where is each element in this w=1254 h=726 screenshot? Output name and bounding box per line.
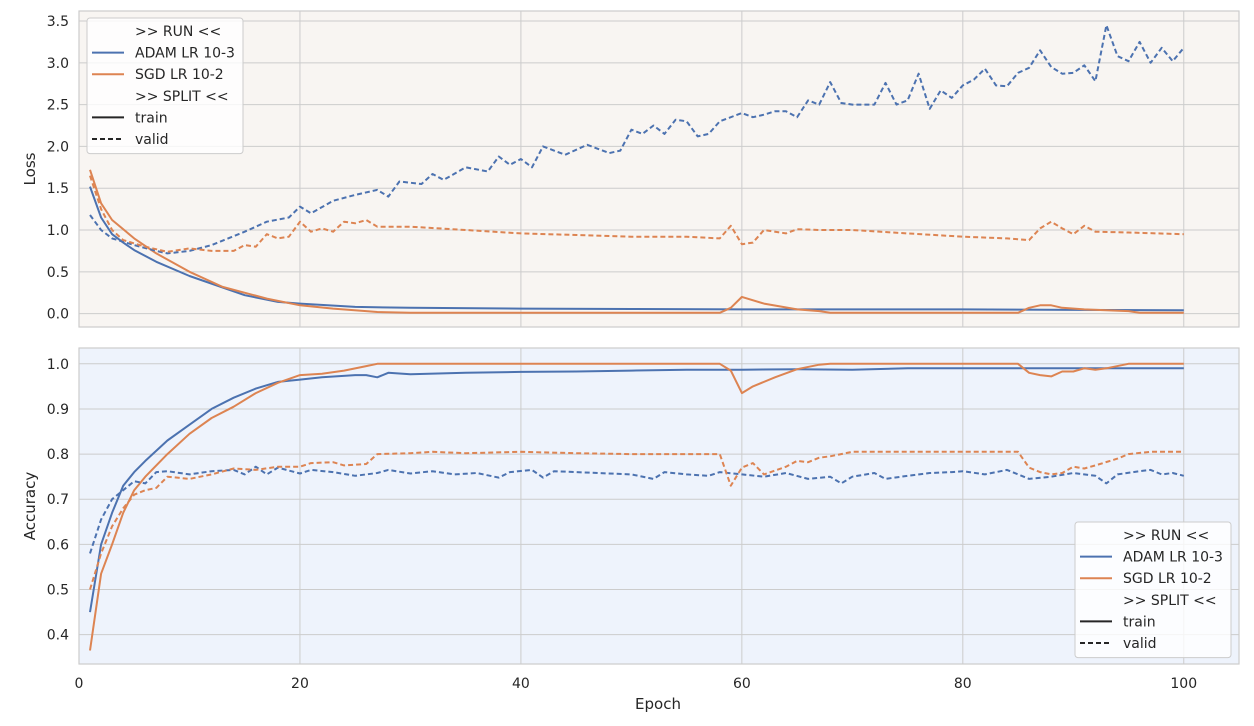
y-tick-label: 0.5: [47, 583, 69, 599]
x-tick-label: 100: [1170, 676, 1197, 692]
x-tick-label: 80: [954, 676, 972, 692]
y-tick-label: 1.5: [47, 181, 69, 197]
legend: >> RUN << ADAM LR 10-3 SGD LR 10-2 >> SPLIT…: [86, 17, 244, 155]
y-tick-label: 0.0: [47, 307, 69, 323]
y-tick-label: 2.0: [47, 139, 69, 155]
y-tick-label: 1.0: [47, 223, 69, 239]
plot-background: [79, 11, 1239, 327]
legend-label-train: train: [135, 110, 168, 126]
series-line-sgd-lr-10-2-valid: [89, 175, 1184, 253]
legend-label-sgd-lr-10-2: SGD LR 10-2: [135, 67, 224, 83]
y-axis-label: Loss: [21, 152, 39, 185]
loss-panel: 0.0 0.5 1.0 1.5 2.0 2.5 3.0 3.5 Loss >> RUN << ADA…: [21, 10, 1240, 328]
y-tick-label: 2.5: [47, 98, 69, 114]
x-tick-label: 20: [291, 676, 309, 692]
legend-box: [1074, 521, 1232, 659]
series-line-sgd-lr-10-2-train: [89, 169, 1184, 314]
y-tick-label: 0.8: [47, 447, 69, 463]
y-tick-label: 0.7: [47, 492, 69, 508]
accuracy-panel: 0.4 0.5 0.6 0.7 0.8 0.9 1.0 0 20 40 60 80 100 Accurac…: [21, 347, 1240, 713]
plot-frame: [78, 10, 1240, 328]
y-tick-label: 0.5: [47, 265, 69, 281]
legend-label-run: >> RUN <<: [1123, 528, 1209, 544]
y-tick-label: 0.6: [47, 537, 69, 553]
legend-label-split: >> SPLIT <<: [135, 89, 229, 105]
legend-label-run: >> RUN <<: [135, 24, 221, 40]
y-tick-label: 3.0: [47, 56, 69, 72]
y-tick-label: 1.0: [47, 357, 69, 373]
legend-label-train: train: [1123, 614, 1156, 630]
plot-background: [79, 348, 1239, 664]
legend-label-valid: valid: [1123, 636, 1157, 652]
legend-label-split: >> SPLIT <<: [1123, 593, 1217, 609]
plot-frame: [78, 347, 1240, 665]
x-tick-label: 60: [733, 676, 751, 692]
y-tick-label: 3.5: [47, 14, 69, 30]
legend-label-valid: valid: [135, 132, 169, 148]
y-axis-label: Accuracy: [21, 472, 39, 541]
legend-box: [86, 17, 244, 155]
series-line-sgd-lr-10-2-train: [89, 362, 1184, 651]
legend-label-adam-lr-10-3: ADAM LR 10-3: [135, 46, 235, 62]
x-tick-label: 40: [512, 676, 530, 692]
legend: >> RUN << ADAM LR 10-3 SGD LR 10-2 >> SPLIT…: [1074, 521, 1232, 659]
series-line-adam-lr-10-3-train: [89, 367, 1184, 613]
y-tick-label: 0.4: [47, 628, 69, 644]
legend-label-adam-lr-10-3: ADAM LR 10-3: [1123, 550, 1223, 566]
series-line-adam-lr-10-3-valid: [89, 24, 1185, 255]
x-axis-label: Epoch: [635, 695, 681, 713]
x-tick-label: 0: [75, 676, 84, 692]
y-tick-label: 0.9: [47, 402, 69, 418]
series-line-sgd-lr-10-2-valid: [89, 450, 1184, 590]
legend-label-sgd-lr-10-2: SGD LR 10-2: [1123, 571, 1212, 587]
